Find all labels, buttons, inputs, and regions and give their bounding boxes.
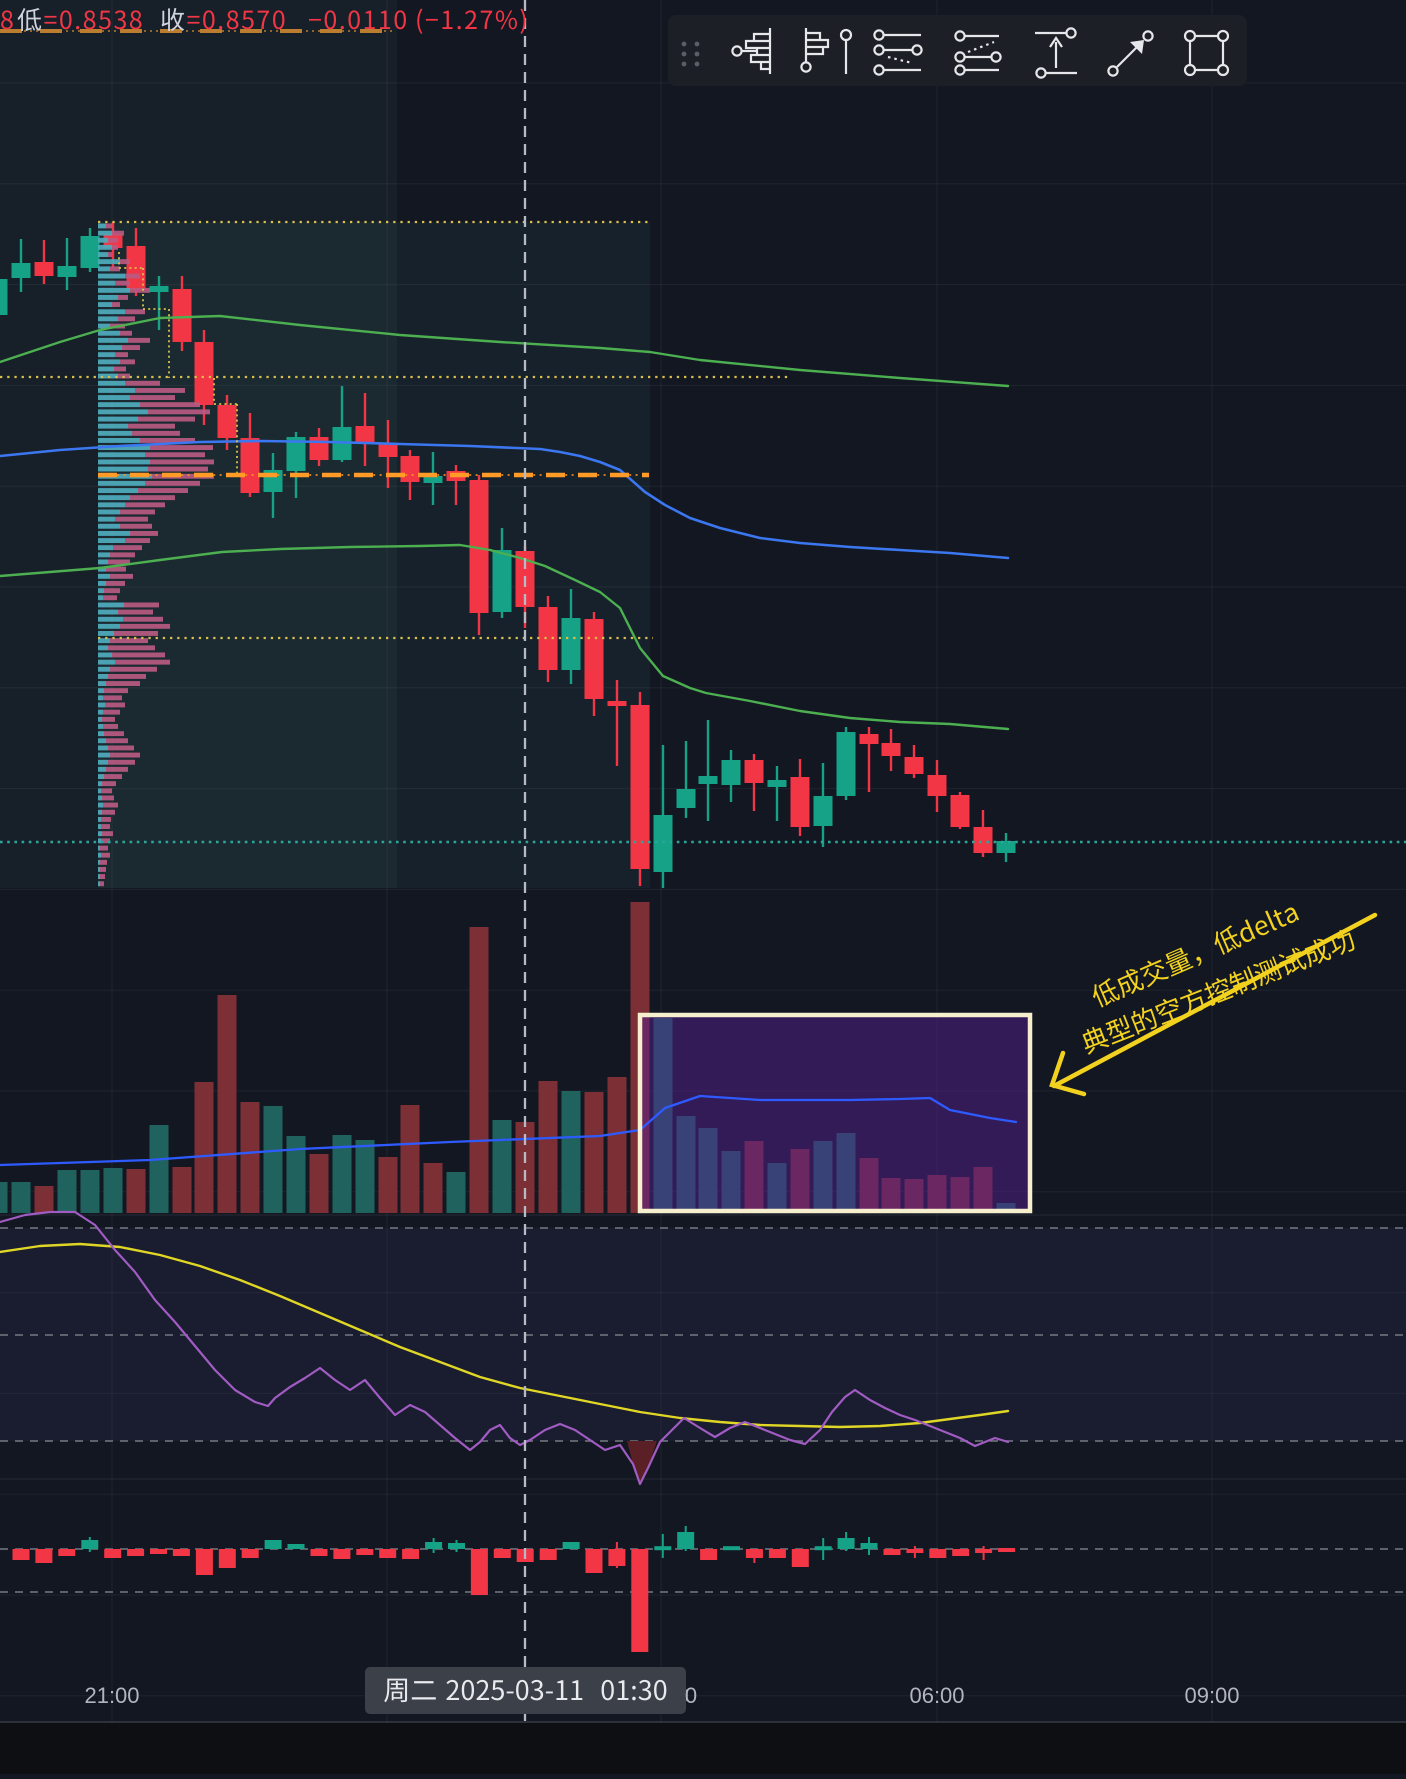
svg-text:09:00: 09:00 [1184, 1683, 1239, 1708]
svg-text:06:00: 06:00 [909, 1683, 964, 1708]
svg-text:0: 0 [685, 1683, 697, 1708]
svg-text:21:00: 21:00 [84, 1683, 139, 1708]
